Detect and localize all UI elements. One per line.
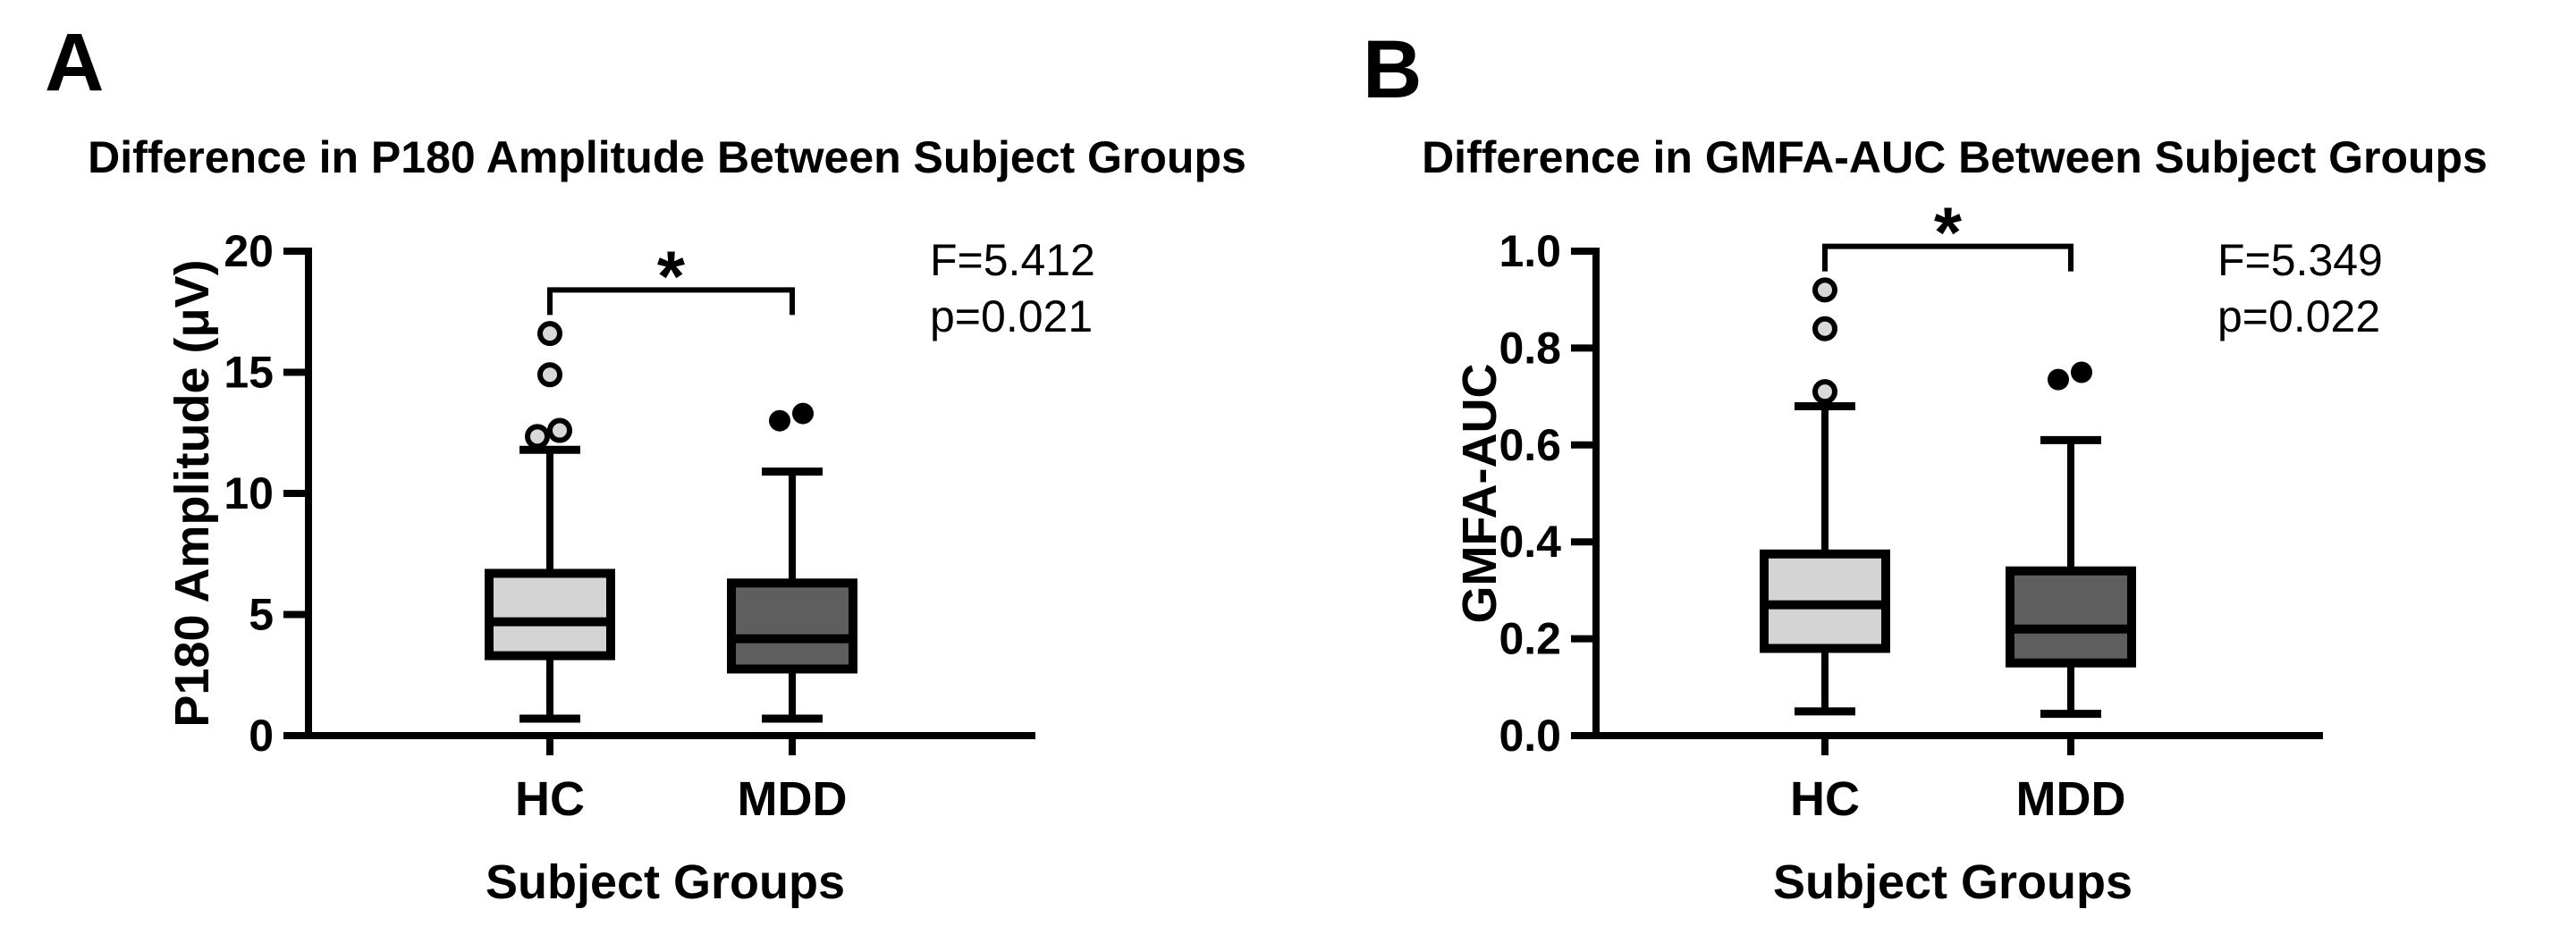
panel-a: A Difference in P180 Amplitude Between S… (45, 17, 1246, 909)
category-label-mdd: MDD (738, 772, 848, 826)
p-value: p=0.022 (2217, 291, 2381, 341)
outlier-point-open (525, 424, 550, 450)
outlier-point-open (547, 417, 572, 443)
f-statistic: F=5.412 (930, 235, 1095, 285)
outlier-point-open (1812, 379, 1837, 405)
y-tick-label: 0.4 (1499, 517, 1561, 567)
y-tick-label: 10 (224, 468, 274, 518)
y-tick-label: 15 (224, 348, 274, 398)
panel-a-title: Difference in P180 Amplitude Between Sub… (88, 132, 1246, 182)
y-tick-label: 1.0 (1499, 226, 1561, 276)
category-label-hc: HC (515, 772, 585, 826)
significance-bracket (1822, 243, 2073, 272)
iqr-box-mdd (2006, 566, 2136, 668)
y-tick-label: 0 (249, 711, 274, 761)
outlier-point-filled (2071, 361, 2092, 383)
iqr-box-mdd (727, 578, 857, 674)
significance-star: * (657, 236, 686, 316)
panel-letter-b: B (1363, 24, 1423, 115)
outlier-point-filled (769, 409, 790, 432)
outlier-point-open (537, 362, 562, 388)
x-axis-label: Subject Groups (1772, 855, 2133, 909)
y-tick-label: 0.0 (1499, 711, 1561, 761)
p-value: p=0.021 (930, 291, 1094, 341)
box-plot-gmfa-auc: 0.0 0.2 0.4 0.6 0.8 1.0 HC MDD * (1499, 193, 2323, 826)
y-tick-label: 0.2 (1499, 614, 1561, 664)
significance-star: * (1934, 193, 1963, 273)
y-tick-label: 5 (249, 590, 274, 640)
outlier-point-open (1812, 277, 1837, 303)
y-tick-label: 0.8 (1499, 323, 1561, 373)
category-label-hc: HC (1790, 772, 1860, 826)
iqr-box-hc (485, 568, 615, 661)
panel-letter-a: A (45, 17, 105, 108)
y-tick-label: 0.6 (1499, 420, 1561, 470)
box-plot-p180: 0 5 10 15 20 HC MDD * (224, 226, 1035, 826)
panel-b-title: Difference in GMFA-AUC Between Subject G… (1422, 132, 2487, 182)
x-axis-label: Subject Groups (485, 855, 846, 909)
anova-stats: F=5.349 p=0.022 (2217, 232, 2383, 345)
significance-bracket (547, 287, 795, 316)
outlier-point-open (537, 321, 562, 347)
anova-stats: F=5.412 p=0.021 (930, 232, 1095, 345)
f-statistic: F=5.349 (2217, 235, 2383, 285)
outlier-point-filled (792, 402, 814, 425)
category-label-mdd: MDD (2016, 772, 2126, 826)
panel-b: B Difference in GMFA-AUC Between Subject… (1288, 0, 2575, 943)
y-tick-label: 20 (224, 226, 274, 276)
outlier-point-open (1812, 316, 1837, 341)
outlier-point-filled (2048, 368, 2069, 391)
